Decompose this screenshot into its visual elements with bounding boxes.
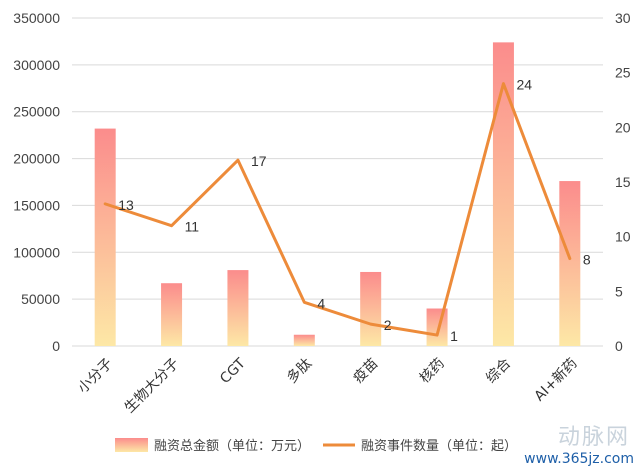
- category-label: AI+新药: [532, 356, 581, 405]
- right-tick-label: 5: [615, 283, 623, 299]
- right-axis: 0 5 10 15 20 25 30: [615, 10, 631, 354]
- left-tick-label: 350000: [13, 10, 60, 26]
- category-label: 疫苗: [350, 356, 381, 387]
- data-label: 2: [384, 317, 392, 333]
- legend: 融资总金额（单位：万元） 融资事件数量（单位：起）: [115, 438, 517, 454]
- data-label: 24: [516, 77, 532, 93]
- bar: [293, 334, 315, 346]
- bar: [559, 181, 581, 346]
- watermark-url: www.365jz.com: [524, 451, 634, 467]
- bar: [161, 283, 183, 346]
- watermark-logo: 动脉网: [557, 425, 630, 450]
- category-label: 综合: [483, 356, 514, 387]
- bar: [492, 42, 514, 346]
- category-axis: 小分子 生物大分子 CGT 多肽 疫苗 核药 综合 AI+新药: [75, 355, 581, 417]
- category-label: 小分子: [75, 356, 116, 397]
- data-label: 17: [251, 153, 267, 169]
- left-tick-label: 250000: [13, 104, 60, 120]
- bar: [94, 128, 116, 346]
- data-label: 8: [583, 252, 591, 268]
- category-label: CGT: [217, 355, 249, 387]
- legend-line-label: 融资事件数量（单位：起）: [361, 439, 517, 454]
- right-tick-label: 0: [615, 338, 623, 354]
- right-tick-label: 30: [615, 10, 631, 26]
- data-label: 11: [185, 219, 200, 235]
- series-line: [103, 82, 572, 337]
- data-label: 4: [317, 295, 325, 311]
- bar: [227, 270, 249, 346]
- left-tick-label: 150000: [13, 197, 60, 213]
- data-labels: 13 11 17 4 2 1 24 8: [118, 77, 591, 344]
- legend-bar-label: 融资总金额（单位：万元）: [154, 438, 310, 454]
- left-axis: 0 50000 100000 150000 200000 250000 300000 3500…: [13, 10, 60, 354]
- left-tick-label: 300000: [13, 57, 60, 73]
- legend-bar-swatch: [115, 438, 148, 452]
- category-label: 生物大分子: [122, 356, 183, 417]
- left-tick-label: 200000: [13, 151, 60, 167]
- data-label: 13: [118, 197, 134, 213]
- bar: [360, 271, 382, 346]
- gridlines: [72, 17, 603, 347]
- right-tick-label: 15: [615, 174, 631, 190]
- right-tick-label: 25: [615, 65, 631, 81]
- data-label: 1: [450, 328, 458, 344]
- category-label: 多肽: [283, 355, 315, 387]
- left-tick-label: 100000: [13, 244, 60, 260]
- bar-series: [94, 42, 581, 346]
- line-series: [103, 82, 572, 337]
- right-tick-label: 10: [615, 229, 631, 245]
- left-tick-label: 50000: [21, 291, 60, 307]
- left-tick-label: 0: [52, 338, 60, 354]
- category-label: 核药: [417, 356, 448, 387]
- right-tick-label: 20: [615, 119, 631, 135]
- bar: [426, 308, 448, 346]
